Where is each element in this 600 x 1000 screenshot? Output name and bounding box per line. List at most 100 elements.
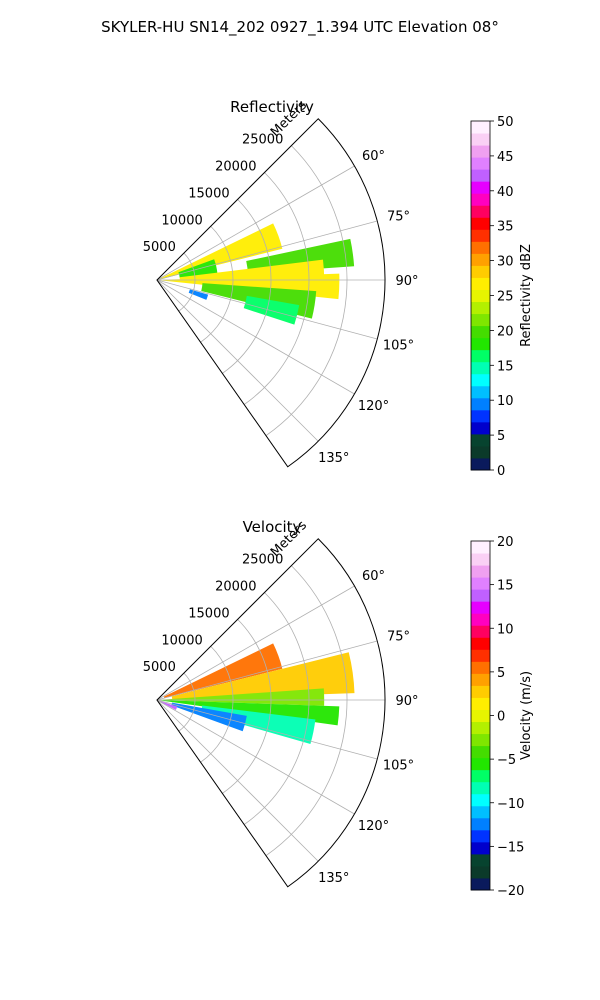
colorbar-swatch [471, 601, 490, 614]
echo-layer [159, 643, 355, 744]
echo-sector [243, 295, 300, 325]
colorbar-swatch [471, 157, 490, 170]
colorbar-swatch [471, 217, 490, 230]
range-tick-label: 15000 [188, 606, 229, 621]
colorbar-swatch [471, 613, 490, 626]
colorbar-tick-label: 15 [497, 579, 514, 594]
colorbar-swatch [471, 457, 490, 471]
colorbar-swatch [471, 541, 490, 554]
echo-sector [179, 259, 325, 280]
colorbar-swatch [471, 829, 490, 843]
colorbar-swatch [471, 409, 490, 423]
colorbar-label: Reflectivity dBZ [519, 244, 534, 347]
range-ring [222, 619, 272, 794]
range-tick-label: 25000 [242, 133, 283, 148]
panel-title: Velocity [243, 518, 302, 536]
colorbar-swatch [471, 817, 490, 831]
azimuth-tick-label: 90° [395, 694, 418, 709]
colorbar-swatch [471, 781, 490, 795]
figure-title: SKYLER-HU SN14_202 0927_1.394 UTC Elevat… [101, 18, 499, 37]
colorbar-swatch [471, 433, 490, 447]
colorbar-swatch [471, 733, 490, 747]
echo-sector [163, 643, 283, 699]
colorbar-swatch [471, 421, 490, 435]
colorbar-tick-label: 30 [497, 255, 514, 270]
range-ring [178, 672, 196, 732]
azimuth-tick-label: 60° [362, 149, 385, 164]
reflectivity-panel: Reflectivity60°75°90°105°120°135°5000100… [143, 98, 534, 479]
colorbar-swatch [471, 865, 490, 879]
range-ring [243, 172, 310, 405]
colorbar-swatch [471, 625, 490, 638]
colorbar-tick-label: −10 [497, 797, 524, 812]
azimuth-tick-label: 60° [362, 569, 385, 584]
colorbar-swatch [471, 805, 490, 819]
colorbar-swatch [471, 673, 490, 686]
colorbar-swatch [471, 289, 490, 303]
colorbar-swatch [471, 241, 490, 254]
colorbar-tick-label: 0 [497, 710, 505, 725]
colorbar-tick-label: 40 [497, 185, 514, 200]
colorbar-swatch [471, 565, 490, 578]
colorbar-label: Velocity (m/s) [519, 671, 534, 760]
colorbar-swatch [471, 445, 490, 459]
azimuth-tick-label: 90° [395, 274, 418, 289]
colorbar-tick-label: −20 [497, 884, 524, 899]
azimuth-tick-label: 75° [387, 629, 410, 644]
colorbar-swatch [471, 373, 490, 387]
colorbar-swatch [471, 697, 490, 710]
colorbar-swatch [471, 313, 490, 327]
colorbar-swatch [471, 385, 490, 399]
range-tick-label: 15000 [188, 186, 229, 201]
colorbar-swatch [471, 589, 490, 602]
range-ring [200, 645, 234, 763]
colorbar-swatch [471, 121, 490, 134]
colorbar-tick-label: 10 [497, 622, 514, 637]
range-ring [178, 252, 196, 312]
colorbar: 0 5 10 15 20 25 30 35 40 45 50 Reflectivity dBZ [470, 115, 534, 479]
echo-sector [171, 702, 247, 732]
colorbar-swatch [471, 745, 490, 759]
velocity-panel: Velocity 60° 75° 90° 105° 120° 135° 5000 10000 15… [143, 518, 534, 899]
colorbar-tick-label: 45 [497, 150, 514, 165]
colorbar-swatch [471, 553, 490, 566]
colorbar-swatch [471, 853, 490, 867]
echo-sector [160, 688, 325, 706]
colorbar-swatch [471, 577, 490, 590]
colorbar-swatch [471, 709, 490, 723]
azimuth-tick-label: 135° [318, 871, 349, 886]
colorbar-swatch [471, 325, 490, 339]
colorbar-swatch [471, 397, 490, 411]
colorbar-swatch [471, 169, 490, 182]
colorbar-swatch [471, 337, 490, 351]
colorbar-swatch [471, 265, 490, 278]
colorbar-swatch [471, 637, 490, 650]
echo-sector [160, 223, 283, 280]
colorbar-tick-label: 25 [497, 290, 514, 305]
colorbar-swatch [471, 181, 490, 194]
colorbar-swatch [471, 649, 490, 662]
colorbar-swatch [471, 193, 490, 206]
colorbar-swatch [471, 721, 490, 735]
colorbar-swatch [471, 277, 490, 290]
colorbar-swatch [471, 877, 490, 891]
colorbar-tick-label: 15 [497, 359, 514, 374]
azimuth-tick-label: 105° [383, 339, 414, 354]
colorbar-swatch [471, 685, 490, 698]
sector-outline [156, 118, 386, 468]
colorbar-tick-label: 0 [497, 464, 505, 479]
colorbar-tick-label: 5 [497, 666, 505, 681]
range-tick-label: 20000 [215, 580, 256, 595]
colorbar-swatch [471, 793, 490, 807]
colorbar-tick-label: −5 [497, 753, 516, 768]
colorbar-tick-label: 20 [497, 324, 514, 339]
azimuth-tick-label: 120° [358, 399, 389, 414]
panel-title: Reflectivity [230, 98, 314, 116]
colorbar-tick-label: 10 [497, 394, 514, 409]
range-tick-label: 5000 [143, 660, 176, 675]
colorbar-swatch [471, 253, 490, 266]
range-tick-label: 5000 [143, 240, 176, 255]
azimuth-tick-label: 135° [318, 451, 349, 466]
colorbar-tick-label: 20 [497, 535, 514, 550]
